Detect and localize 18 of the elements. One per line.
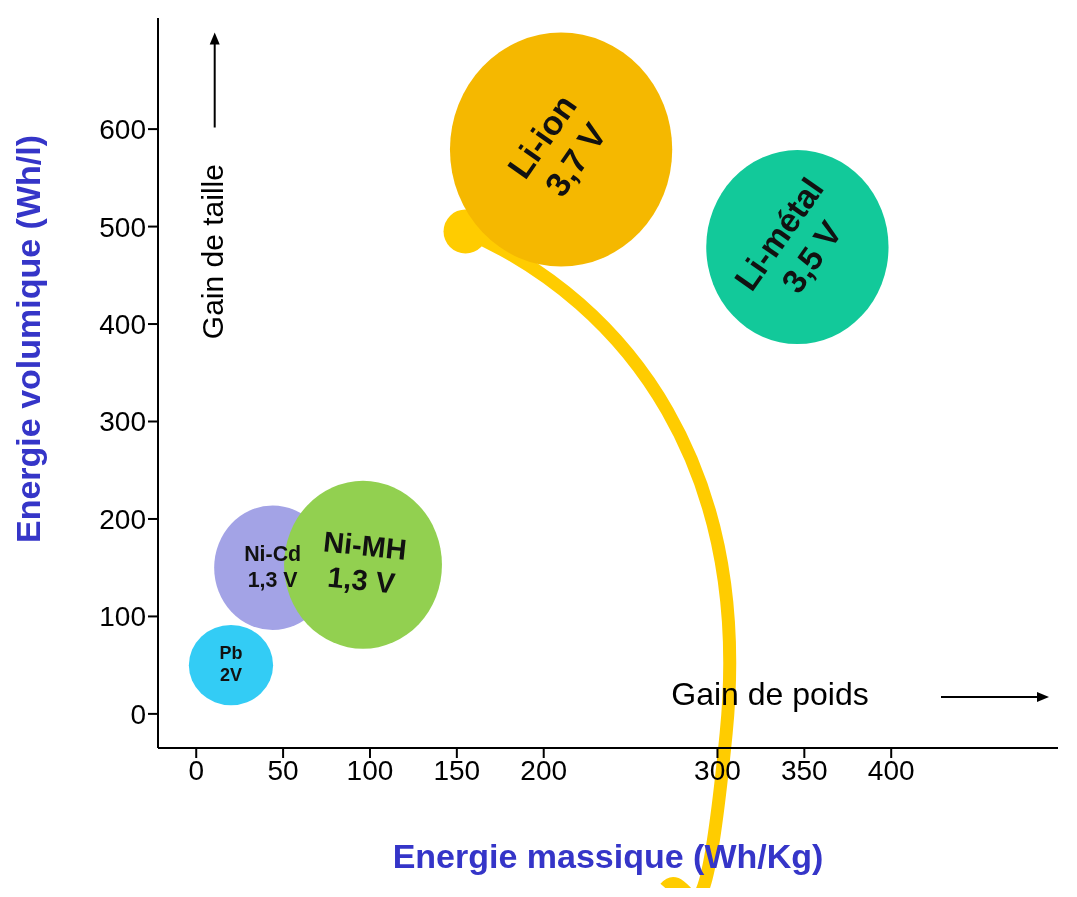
y-tick-label: 200 [99,503,146,535]
y-tick-label: 100 [99,601,146,633]
series-label: Ni-MH 1,3 V [321,524,409,600]
y-tick-label: 500 [99,211,146,243]
x-tick-label: 200 [520,754,568,786]
annotation: Gain de taille [195,164,229,340]
x-tick-label: 50 [267,754,299,786]
y-tick-label: 0 [130,698,146,730]
y-axis-title: Energie volumique (Wh/l) [9,134,48,543]
y-tick-label: 400 [99,308,146,340]
series-label: Pb 2V [219,643,243,685]
x-tick-label: 100 [346,754,394,786]
x-tick-label: 350 [780,754,828,786]
y-tick-label: 600 [99,114,146,146]
y-tick-label: 300 [99,406,146,438]
x-tick-label: 150 [433,754,481,786]
x-tick-label: 0 [188,754,205,786]
x-tick-label: 400 [867,754,915,786]
